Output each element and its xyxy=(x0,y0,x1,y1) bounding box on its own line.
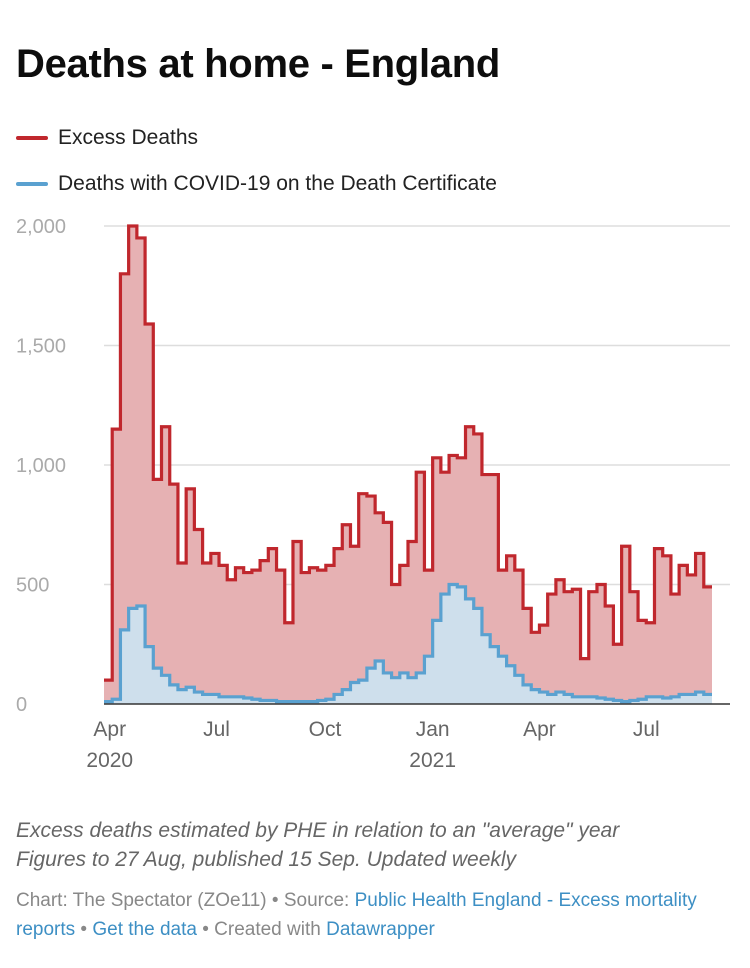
legend-item-excess: Excess Deaths xyxy=(16,122,497,154)
source-link[interactable]: Public Health England - Excess mortality… xyxy=(16,890,697,940)
get-data-link[interactable]: Get the data xyxy=(92,919,197,940)
notes-line-1: Excess deaths estimated by PHE in relati… xyxy=(16,819,620,842)
series-area-excess xyxy=(104,226,712,704)
chart-area: 0 500 1,000 1,500 2,000 Apr 2020 Jul Oct Jan 2021 A… xyxy=(16,216,730,772)
y-tick-label-1500: 1,500 xyxy=(16,336,66,358)
series-line-covid xyxy=(104,582,712,704)
x-tick-label-0: Apr xyxy=(93,718,126,741)
datawrapper-link[interactable]: Datawrapper xyxy=(326,919,435,940)
x-tick-year-3: 2021 xyxy=(409,749,456,772)
x-tick-label-3: Jan xyxy=(416,718,450,741)
legend-label-covid: Deaths with COVID-19 on the Death Certif… xyxy=(58,172,497,195)
series-line-excess xyxy=(104,224,712,682)
notes-line-2: Figures to 27 Aug, published 15 Sep. Upd… xyxy=(16,848,517,871)
y-tick-label-2000: 2,000 xyxy=(16,216,66,238)
y-tick-label-1000: 1,000 xyxy=(16,455,66,477)
footer-sep-2: • xyxy=(75,919,93,940)
chart-footer: Chart: The Spectator (ZOe11) • Source: P… xyxy=(16,886,726,944)
x-tick-label-1: Jul xyxy=(203,718,230,741)
legend-swatch-excess xyxy=(16,136,48,140)
legend: Excess Deaths Deaths with COVID-19 on th… xyxy=(16,122,497,214)
x-tick-label-5: Jul xyxy=(633,718,660,741)
footer-sep-1: • Source: xyxy=(266,890,355,911)
chart-title: Deaths at home - England xyxy=(16,42,500,86)
legend-item-covid: Deaths with COVID-19 on the Death Certif… xyxy=(16,168,497,200)
y-tick-label-500: 500 xyxy=(16,575,49,597)
x-tick-year-0: 2020 xyxy=(86,749,133,772)
legend-swatch-covid xyxy=(16,182,48,186)
x-tick-label-2: Oct xyxy=(309,718,342,741)
footer-credit: Chart: The Spectator (ZOe11) xyxy=(16,890,267,911)
chart-notes: Excess deaths estimated by PHE in relati… xyxy=(16,816,619,874)
x-tick-label-4: Apr xyxy=(523,718,556,741)
series-area-covid xyxy=(104,584,712,704)
footer-sep-3: • Created with xyxy=(196,919,327,940)
y-tick-label-0: 0 xyxy=(16,694,27,716)
legend-label-excess: Excess Deaths xyxy=(58,126,199,149)
